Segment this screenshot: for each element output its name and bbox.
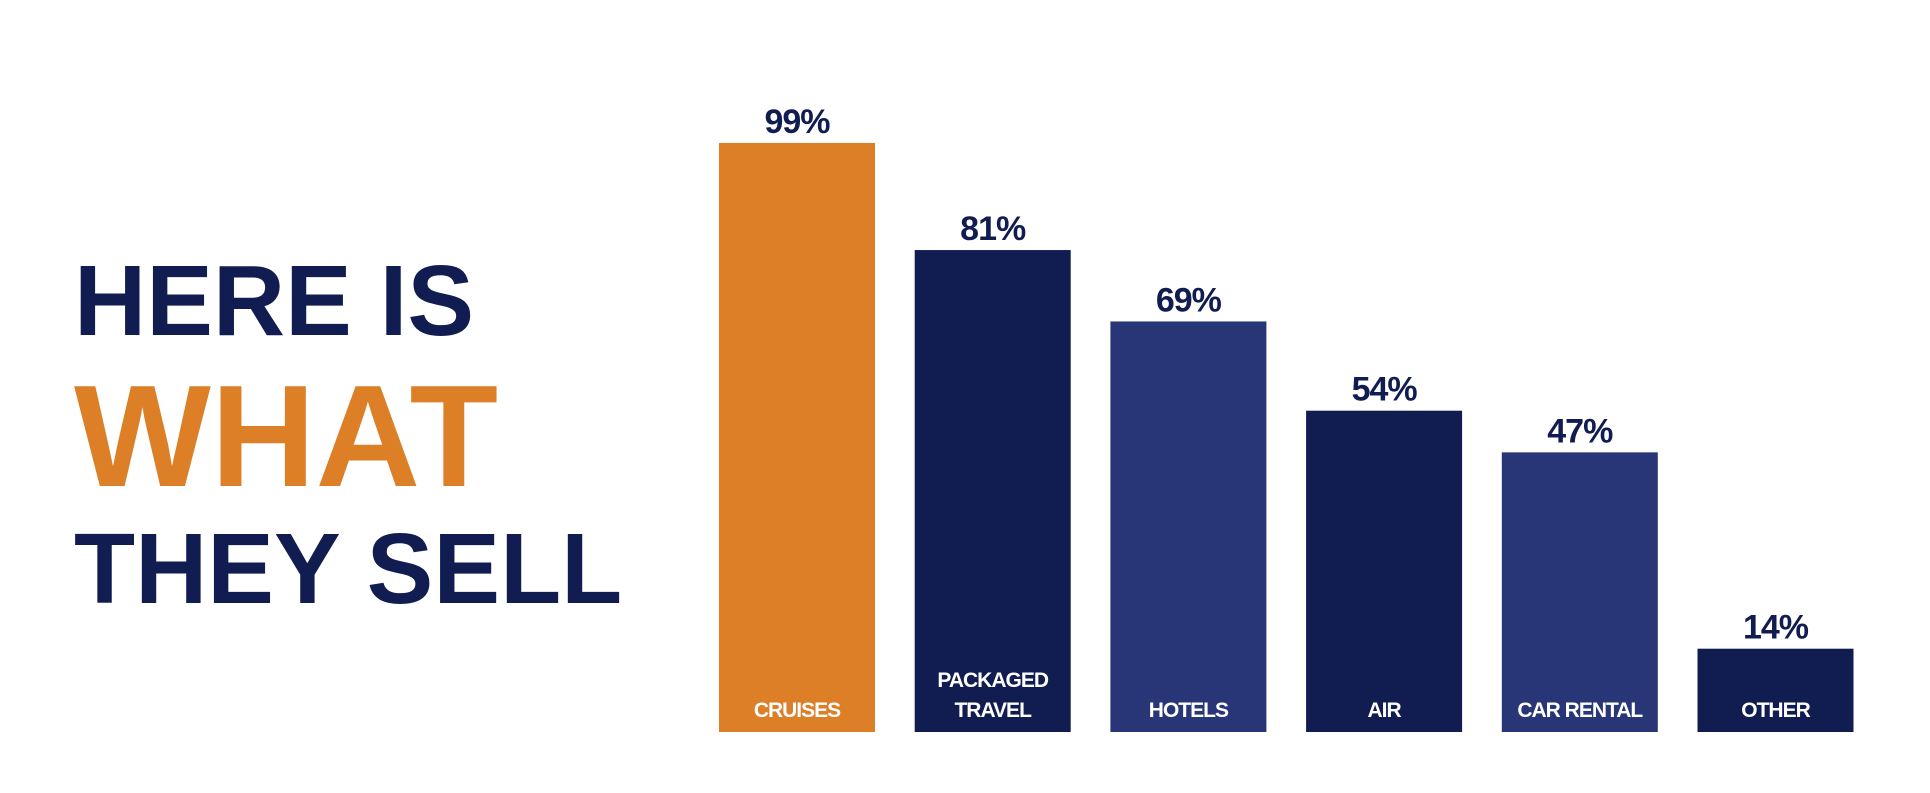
bar (1697, 648, 1854, 732)
bar (914, 250, 1071, 733)
title-line: HERE IS (74, 245, 474, 357)
category-label: OTHER (1741, 699, 1811, 722)
value-label: 99% (764, 103, 830, 141)
value-label: 47% (1547, 412, 1613, 450)
category-label: CRUISES (753, 699, 841, 722)
category-label: CAR RENTAL (1517, 699, 1643, 722)
category-label: AIR (1367, 699, 1402, 722)
title-line: THEY SELL (74, 513, 622, 625)
value-label: 69% (1156, 281, 1222, 319)
category-label: HOTELS (1148, 699, 1229, 722)
title-line: WHAT (74, 355, 498, 517)
value-label: 14% (1743, 609, 1809, 647)
bar (1306, 410, 1463, 732)
category-label: PACKAGED TRAVEL (937, 669, 1049, 722)
value-label: 54% (1352, 371, 1418, 409)
bar (1501, 452, 1658, 732)
bar (719, 142, 875, 732)
value-label: 81% (960, 210, 1026, 248)
bar (1110, 321, 1267, 732)
